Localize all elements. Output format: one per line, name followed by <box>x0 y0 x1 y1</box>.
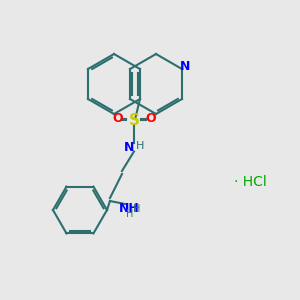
Text: H: H <box>133 203 141 214</box>
Text: H: H <box>136 140 144 151</box>
Text: N: N <box>180 59 190 73</box>
Text: N: N <box>124 140 135 154</box>
Text: S: S <box>128 112 140 128</box>
Text: O: O <box>145 112 156 125</box>
Text: H: H <box>126 208 133 219</box>
Text: NH: NH <box>119 202 140 215</box>
Text: O: O <box>112 112 123 125</box>
Text: · HCl: · HCl <box>234 175 267 189</box>
